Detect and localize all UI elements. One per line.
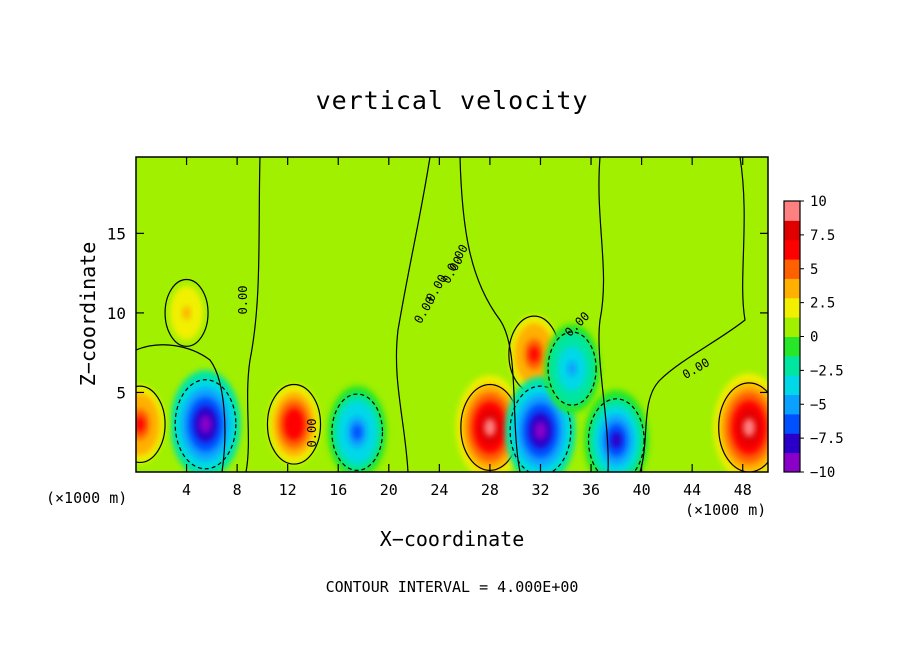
zero-contour-0 [245,157,261,472]
colorbar-tick-label-8: −10 [810,465,835,481]
colorbar-swatch-2 [784,413,800,434]
colorbar-swatch-9 [784,278,800,299]
field-cell-3-5 [484,418,496,437]
colorbar-swatch-0 [784,452,800,473]
chart-title: vertical velocity [315,86,589,115]
x-tick-label-5: 24 [430,481,448,499]
y-tick-label-1: 10 [107,304,126,323]
field-cell-2-5 [352,424,363,440]
colorbar-swatch-10 [784,259,800,279]
contour-label-0: 0.00 [236,286,250,315]
colorbar-tick-label-7: −7.5 [810,431,844,447]
x-tick-label-3: 16 [329,481,347,499]
x-unit-label-left: (×1000 m) [46,489,128,507]
contour-line-2 [331,393,384,472]
x-axis-label: X−coordinate [379,527,525,551]
x-tick-label-4: 20 [380,481,398,499]
field-cell-4-5 [529,346,540,363]
heatmap-field [136,157,768,472]
heatmap-background [136,157,768,472]
x-tick-label-0: 4 [182,481,191,499]
colorbar-tick-label-2: 5 [810,262,818,278]
plot-frame [135,156,769,473]
colorbar-swatch-5 [784,355,800,376]
zero-contour-5 [136,344,226,472]
colorbar-swatch-7 [784,317,800,337]
field-cell-10-5 [182,306,191,320]
contour-line-8 [718,382,768,472]
x-tick-label-11: 48 [734,481,752,499]
zero-contour-2 [459,157,521,472]
colorbar-swatch-8 [784,297,800,318]
colorbar-swatch-6 [784,336,800,357]
contour-line-1 [266,383,322,465]
field-cell-7-5 [610,431,622,449]
y-axis-label: Z−coordinate [76,241,100,387]
x-tick-label-9: 40 [633,481,651,499]
colorbar-tick-label-6: −5 [810,397,827,413]
x-tick-label-8: 36 [582,481,600,499]
x-tick-label-10: 44 [683,481,701,499]
x-tick-label-7: 32 [531,481,549,499]
colorbar-swatch-12 [784,220,800,241]
field-cell-6-5 [567,361,577,377]
colorbar-tick-label-4: 0 [810,330,818,346]
zero-contour-1 [395,157,431,472]
colorbar-swatch-11 [784,239,800,260]
field-cell-5-5 [534,421,547,440]
contour-line-5 [509,385,572,472]
contour-line-0 [174,379,237,470]
contour-label-1: 0.00 [305,419,319,448]
field-cell-1-5 [288,416,300,433]
x-tick-label-6: 28 [481,481,499,499]
colorbar-swatch-4 [784,375,800,396]
contour-interval-note: CONTOUR INTERVAL = 4.000E+00 [325,578,579,596]
contour-line-7 [587,398,645,472]
colorbar-tick-label-5: −2.5 [810,363,844,379]
colorbar-tick-label-3: 2.5 [810,296,835,312]
field-cell-9-5 [136,416,145,433]
x-tick-label-2: 12 [279,481,297,499]
zero-contour-4 [639,157,746,472]
x-tick-label-1: 8 [233,481,242,499]
contour-line-10 [164,278,209,347]
x-unit-label-right: (×1000 m) [685,501,767,519]
colorbar-swatch-3 [784,394,800,415]
y-tick-label-0: 5 [116,383,126,402]
field-cell-8-5 [743,418,755,437]
contour-line-9 [136,385,166,464]
y-tick-label-2: 15 [107,224,126,243]
contour-line-6 [547,331,597,406]
colorbar-tick-label-1: 7.5 [810,228,835,244]
colorbar-tick-label-0: 10 [810,194,827,210]
zero-contour-3 [598,157,609,472]
field-cell-0-5 [199,415,212,434]
colorbar-swatch-13 [784,201,800,221]
colorbar-swatch-1 [784,433,800,454]
